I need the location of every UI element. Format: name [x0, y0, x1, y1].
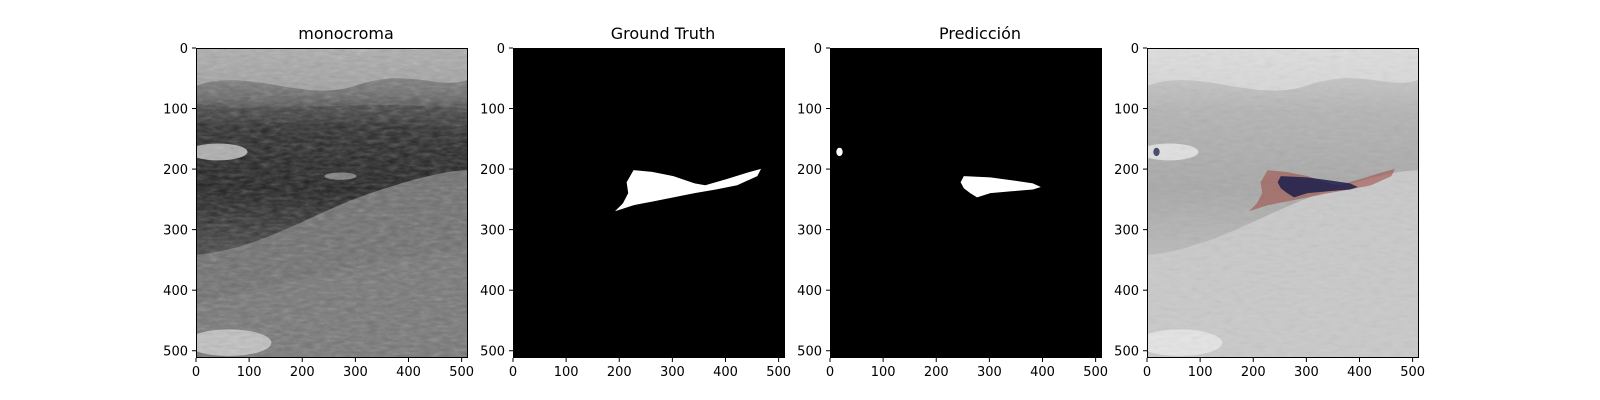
y-tick-label: 0: [1131, 42, 1139, 57]
y-tick-label: 0: [814, 42, 822, 57]
panel-monochrome: monocroma: [196, 0, 496, 400]
y-tick-label: 100: [163, 103, 188, 118]
ground-truth-region: [614, 168, 762, 212]
plot-overlay: [1147, 48, 1419, 358]
prediction-region: [960, 176, 1041, 198]
panel-title: monocroma: [298, 24, 394, 43]
prediction-blob-small: [836, 147, 843, 157]
panel-ground-truth: Ground Truth: [513, 0, 813, 400]
overlay-prediction-region: [1277, 176, 1358, 198]
plot-prediction: [830, 48, 1102, 358]
y-tick-label: 500: [163, 345, 188, 360]
prediction-mask: [831, 49, 1101, 357]
y-tick-label: 300: [163, 224, 188, 239]
panel-title: Predicción: [938, 24, 1021, 43]
panel-prediction: Predicción: [830, 0, 1130, 400]
panel-title: Ground Truth: [610, 24, 716, 43]
plot-ground-truth: [513, 48, 785, 358]
ultrasound-image: [197, 49, 467, 357]
y-tick-label: 400: [163, 284, 188, 299]
overlay-image: [1148, 49, 1418, 357]
y-tick-label: 0: [180, 42, 188, 57]
y-tick-label: 0: [497, 42, 505, 57]
y-tick-label: 200: [163, 163, 188, 178]
plot-monochrome: [196, 48, 468, 358]
overlay-prediction-blob-small: [1153, 147, 1160, 157]
ground-truth-mask: [514, 49, 784, 357]
